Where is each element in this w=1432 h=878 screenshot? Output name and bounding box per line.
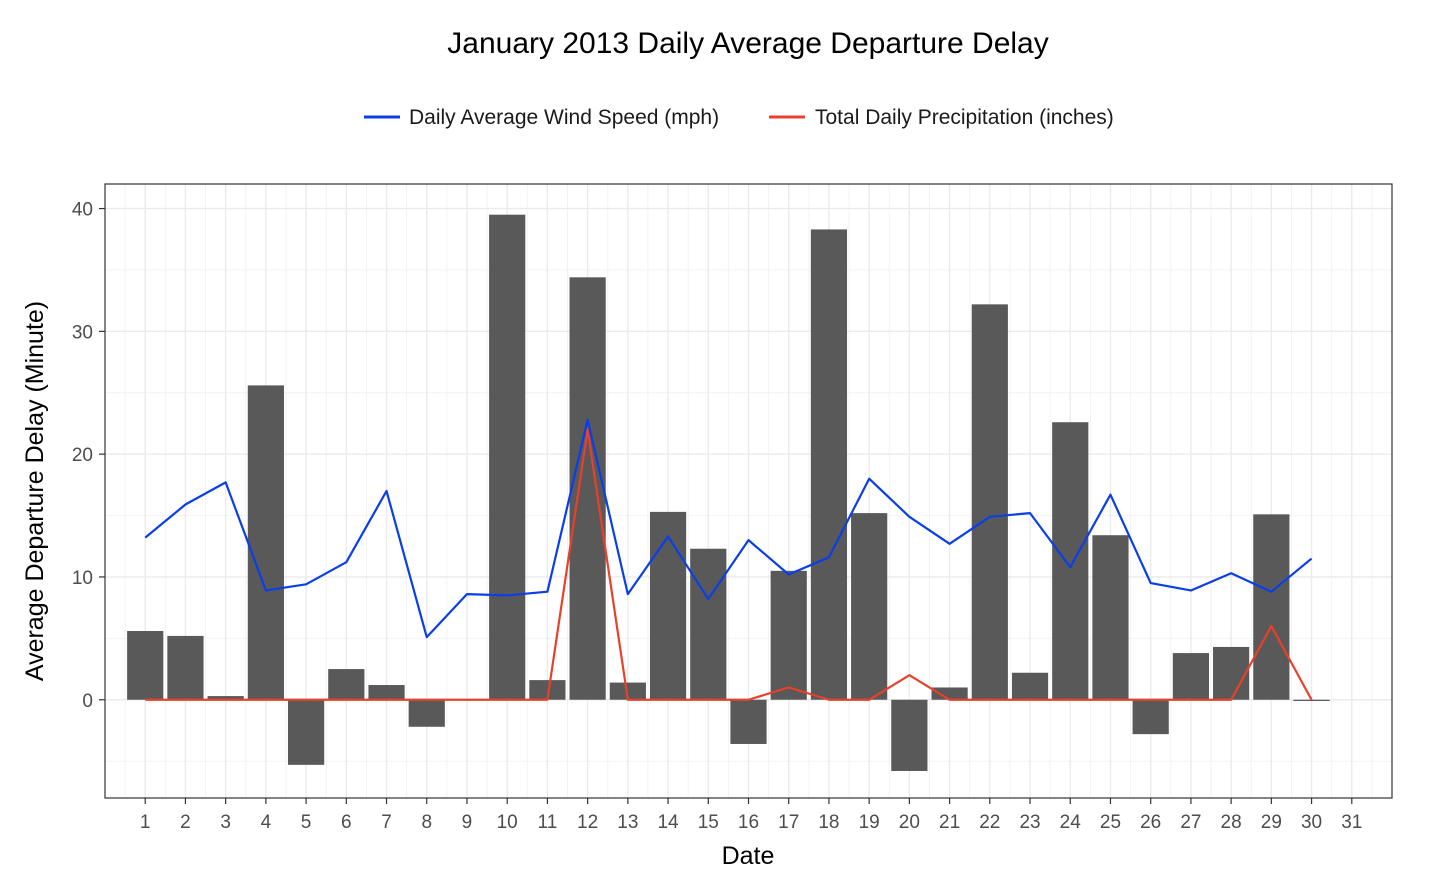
bar-day-14 — [649, 511, 687, 700]
x-tick-label: 13 — [617, 812, 638, 833]
bar-day-22 — [971, 304, 1008, 700]
plot-panel — [104, 183, 1393, 799]
x-tick-label: 29 — [1261, 812, 1282, 833]
bar-day-11 — [529, 680, 566, 700]
x-tick-label: 22 — [979, 812, 1000, 833]
series-lines — [144, 418, 1313, 701]
series-line-wind-speed — [144, 418, 1313, 639]
bar-day-8 — [408, 699, 445, 727]
bar-day-7 — [368, 685, 405, 700]
bar-day-10 — [489, 214, 526, 700]
bar-day-1 — [127, 630, 164, 700]
bar-day-6 — [328, 669, 365, 700]
bar-day-20 — [891, 699, 928, 771]
x-tick-label: 23 — [1019, 812, 1040, 833]
bar-day-27 — [1172, 653, 1210, 700]
series-line-precipitation — [145, 428, 1313, 701]
bar-day-18 — [810, 229, 848, 700]
x-tick-label: 15 — [698, 812, 719, 833]
y-axis: 0 10 20 30 40 — [72, 200, 105, 712]
x-tick-label: 26 — [1140, 812, 1161, 833]
bar-day-5 — [287, 699, 325, 765]
y-tick-label: 40 — [72, 200, 93, 221]
x-tick-label: 18 — [818, 812, 839, 833]
x-tick-label: 31 — [1341, 812, 1362, 833]
bar-day-30 — [1293, 699, 1330, 701]
x-tick-label: 9 — [462, 812, 473, 833]
bar-day-28 — [1213, 646, 1250, 700]
bar-day-23 — [1011, 672, 1049, 700]
x-tick-label: 5 — [301, 812, 312, 833]
bar-day-13 — [609, 682, 646, 700]
x-tick-label: 28 — [1221, 812, 1242, 833]
x-tick-label: 25 — [1100, 812, 1121, 833]
x-tick-label: 21 — [939, 812, 960, 833]
bar-day-3 — [207, 696, 244, 700]
x-tick-label: 16 — [738, 812, 759, 833]
bar-day-15 — [690, 548, 727, 700]
legend-label-wind-speed: Daily Average Wind Speed (mph) — [409, 106, 719, 129]
x-tick-label: 10 — [497, 812, 518, 833]
x-tick-label: 6 — [341, 812, 352, 833]
x-tick-label: 3 — [220, 812, 231, 833]
bar-day-29 — [1253, 514, 1290, 700]
x-tick-label: 11 — [538, 812, 558, 833]
bar-day-25 — [1092, 535, 1129, 700]
x-tick-label: 19 — [859, 812, 880, 833]
chart-title: January 2013 Daily Average Departure Del… — [447, 27, 1048, 60]
x-tick-label: 7 — [381, 812, 392, 833]
x-tick-label: 30 — [1301, 812, 1322, 833]
x-tick-label: 27 — [1180, 812, 1201, 833]
bar-day-4 — [247, 385, 284, 700]
legend: Daily Average Wind Speed (mph) Total Dai… — [364, 106, 1114, 129]
x-tick-label: 24 — [1060, 812, 1082, 833]
y-tick-label: 20 — [72, 445, 93, 466]
y-tick-label: 10 — [72, 568, 93, 589]
x-tick-label: 14 — [657, 812, 679, 833]
x-tick-label: 20 — [899, 812, 920, 833]
x-tick-label: 2 — [180, 812, 191, 833]
bar-day-12 — [569, 277, 606, 700]
bar-day-16 — [730, 699, 767, 744]
y-axis-title: Average Departure Delay (Minute) — [21, 301, 49, 681]
x-tick-label: 1 — [140, 812, 151, 833]
bar-day-17 — [770, 570, 807, 700]
bar-day-2 — [167, 635, 204, 700]
bar-day-26 — [1132, 699, 1169, 735]
bars — [127, 214, 1330, 771]
x-axis-title: Date — [722, 842, 775, 870]
x-tick-label: 17 — [778, 812, 799, 833]
bar-day-21 — [931, 687, 968, 700]
x-tick-label: 4 — [261, 812, 272, 833]
y-tick-label: 30 — [72, 322, 93, 343]
legend-label-precipitation: Total Daily Precipitation (inches) — [815, 106, 1114, 129]
y-tick-label: 0 — [82, 691, 93, 712]
x-tick-label: 8 — [421, 812, 432, 833]
bar-day-24 — [1052, 422, 1089, 700]
x-axis: 1 2 3 4 5 6 7 8 9 10 11 12 13 14 15 16 17 18 19 20 21 22 23 24 2… — [140, 798, 1362, 833]
bar-day-19 — [851, 513, 888, 700]
x-tick-label: 12 — [577, 812, 598, 833]
